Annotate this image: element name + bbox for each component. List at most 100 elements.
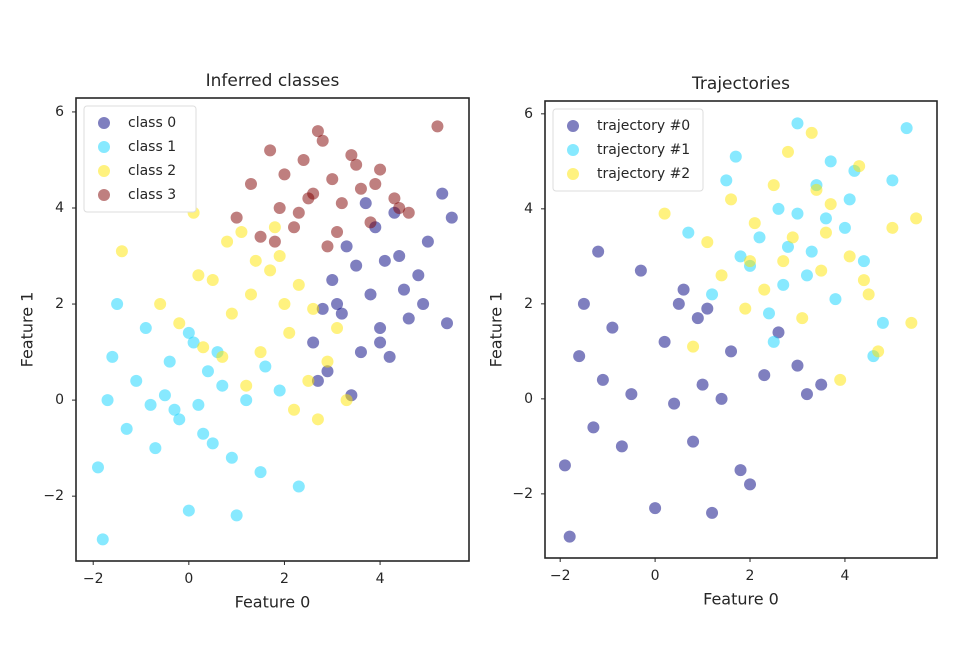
point xyxy=(374,322,387,335)
point xyxy=(311,374,324,387)
point xyxy=(800,269,813,282)
point xyxy=(168,403,181,416)
point xyxy=(111,298,124,311)
point xyxy=(563,530,576,543)
point xyxy=(221,235,234,248)
point xyxy=(354,182,367,195)
y-axis-label: Feature 1 xyxy=(18,292,37,368)
point xyxy=(197,341,210,354)
point xyxy=(302,192,315,205)
y-tick-label: 0 xyxy=(524,391,533,407)
point xyxy=(397,283,410,296)
point xyxy=(658,335,671,348)
point xyxy=(273,250,286,263)
point xyxy=(800,388,813,401)
x-tick-label: −2 xyxy=(83,571,104,587)
point xyxy=(216,379,229,392)
point xyxy=(402,312,415,325)
point xyxy=(331,226,344,239)
point xyxy=(158,389,171,402)
point xyxy=(364,288,377,301)
point xyxy=(843,250,856,263)
point xyxy=(573,350,586,363)
point xyxy=(687,340,700,353)
point xyxy=(701,302,714,315)
point xyxy=(900,122,913,135)
point xyxy=(331,322,344,335)
point xyxy=(163,355,176,368)
point xyxy=(254,466,267,479)
point xyxy=(441,317,454,330)
point xyxy=(824,198,837,211)
point xyxy=(649,502,662,515)
point xyxy=(715,392,728,405)
point xyxy=(359,197,372,210)
point xyxy=(876,316,889,329)
point xyxy=(417,298,430,311)
y-tick-label: −2 xyxy=(512,486,533,502)
point xyxy=(436,187,449,200)
point xyxy=(834,373,847,386)
point xyxy=(677,283,690,296)
x-tick-label: −2 xyxy=(550,568,571,584)
legend-marker xyxy=(98,117,110,129)
point xyxy=(744,478,757,491)
point xyxy=(815,378,828,391)
point xyxy=(292,206,305,219)
point xyxy=(101,394,114,407)
point xyxy=(331,298,344,311)
point xyxy=(843,193,856,206)
point xyxy=(393,250,406,263)
point xyxy=(288,403,301,416)
point xyxy=(230,509,243,522)
point xyxy=(777,278,790,291)
point xyxy=(781,145,794,158)
axes-frame xyxy=(544,100,938,559)
point xyxy=(206,437,219,450)
point xyxy=(910,212,923,225)
chart-title: Inferred classes xyxy=(206,71,340,91)
point xyxy=(264,264,277,277)
point xyxy=(307,336,320,349)
point xyxy=(872,345,885,358)
point xyxy=(857,274,870,287)
point xyxy=(249,254,262,267)
point xyxy=(668,397,681,410)
point xyxy=(120,422,133,435)
point xyxy=(374,163,387,176)
point xyxy=(235,226,248,239)
point xyxy=(244,177,257,190)
point xyxy=(445,211,458,224)
point xyxy=(340,394,353,407)
legend-label: trajectory #1 xyxy=(597,142,690,158)
point xyxy=(321,355,334,368)
legend-marker xyxy=(567,144,579,156)
point xyxy=(431,120,444,133)
point xyxy=(853,160,866,173)
plot-area xyxy=(558,117,923,543)
legend-label: class 1 xyxy=(128,139,176,155)
point xyxy=(592,245,605,258)
y-tick-label: 2 xyxy=(55,296,64,312)
point xyxy=(421,235,434,248)
point xyxy=(197,427,210,440)
point xyxy=(886,174,899,187)
point xyxy=(230,211,243,224)
point xyxy=(767,335,780,348)
point xyxy=(283,326,296,339)
point xyxy=(311,413,324,426)
point xyxy=(192,398,205,411)
point xyxy=(273,384,286,397)
legend-label: class 0 xyxy=(128,115,176,131)
point xyxy=(615,440,628,453)
point xyxy=(378,254,391,267)
legend-label: class 2 xyxy=(128,163,176,179)
point xyxy=(772,326,785,339)
point xyxy=(374,336,387,349)
x-axis-label: Feature 0 xyxy=(235,593,311,612)
axes-frame xyxy=(75,97,470,562)
x-tick-label: 2 xyxy=(746,568,755,584)
legend-label: trajectory #0 xyxy=(597,118,690,134)
point xyxy=(687,435,700,448)
y-tick-label: 2 xyxy=(524,296,533,312)
